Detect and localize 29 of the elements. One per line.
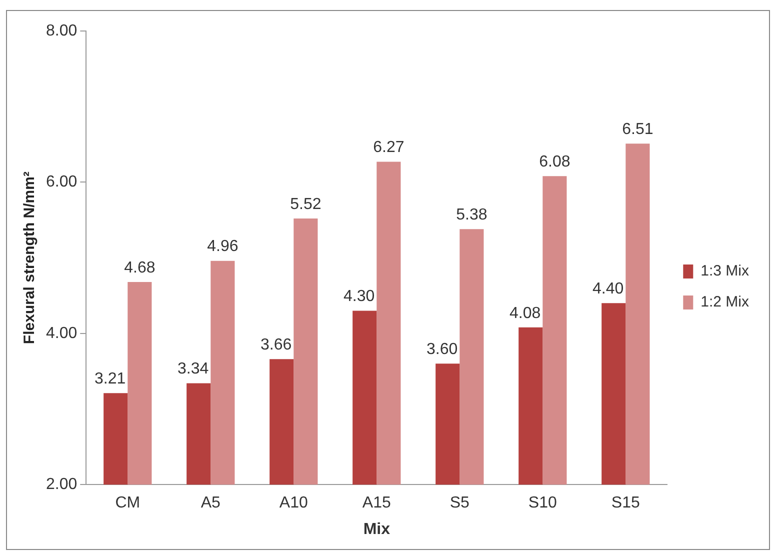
y-axis-title: Flexural strength N/mm² bbox=[21, 172, 38, 344]
data-label: 4.30 bbox=[344, 288, 375, 306]
x-tick-label: S10 bbox=[528, 494, 557, 512]
x-tick-label: S5 bbox=[450, 494, 470, 512]
legend-label: 1:3 Mix bbox=[700, 262, 750, 280]
data-label: 6.08 bbox=[539, 154, 570, 171]
data-label: 4.68 bbox=[124, 259, 156, 276]
data-label: 3.66 bbox=[260, 336, 292, 354]
data-label: 4.96 bbox=[207, 238, 238, 256]
x-axis-title: Mix bbox=[363, 520, 390, 538]
data-label: 6.27 bbox=[373, 139, 404, 156]
y-tick-label: 6.00 bbox=[46, 174, 78, 191]
data-label: 6.51 bbox=[622, 121, 654, 138]
x-tick-label: S15 bbox=[611, 494, 640, 512]
data-label: 4.40 bbox=[592, 280, 624, 298]
x-tick-label: A10 bbox=[279, 494, 308, 512]
y-tick-label: 8.00 bbox=[46, 22, 78, 40]
y-tick-label: 4.00 bbox=[46, 324, 78, 342]
legend-label: 1:2 Mix bbox=[700, 294, 750, 311]
x-tick-label: A15 bbox=[362, 494, 391, 512]
data-label: 3.60 bbox=[426, 341, 458, 358]
x-tick-label: CM bbox=[115, 494, 140, 512]
x-tick-label: A5 bbox=[200, 494, 221, 512]
y-tick-label: 2.00 bbox=[46, 476, 78, 494]
data-label: 3.21 bbox=[94, 370, 126, 388]
data-label: 3.34 bbox=[178, 360, 209, 378]
data-label: 5.52 bbox=[290, 196, 322, 213]
data-label: 4.08 bbox=[510, 304, 541, 322]
data-label: 5.38 bbox=[456, 206, 488, 224]
